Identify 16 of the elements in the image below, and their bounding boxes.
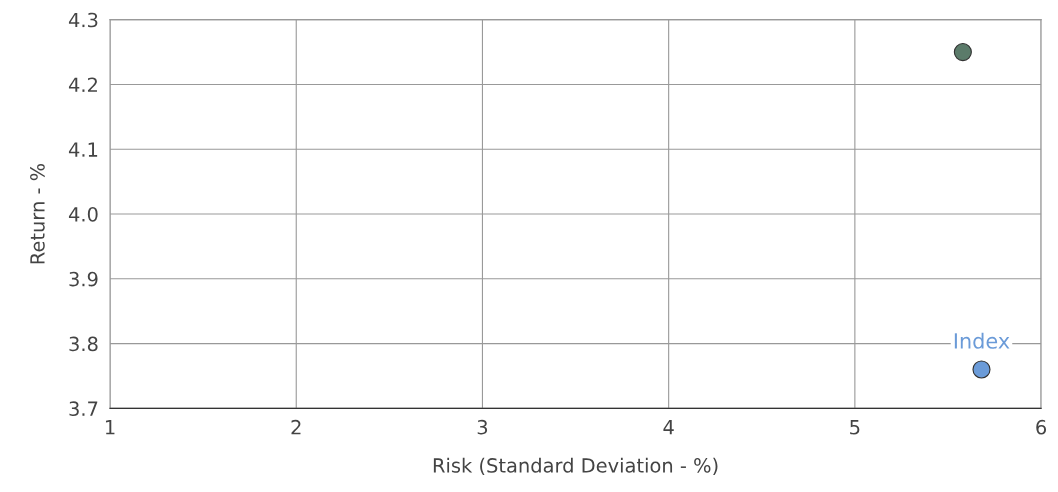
y-axis-title: Return - % — [30, 163, 45, 264]
y-tick-label: 4.3 — [68, 12, 98, 28]
y-tick-label: 4.0 — [68, 206, 98, 222]
x-tick-label: 1 — [105, 420, 115, 435]
y-tick-label: 4.1 — [68, 142, 98, 157]
x-tick-label: 5 — [850, 420, 860, 435]
y-tick-label: 3.9 — [69, 271, 98, 287]
series-label: Index — [954, 332, 1010, 349]
x-tick-label: 4 — [663, 420, 674, 435]
x-tick-label: 2 — [291, 419, 301, 435]
y-tick-label: 3.7 — [69, 401, 98, 417]
x-axis-title: Risk (Standard Deviation - %) — [433, 457, 718, 476]
y-tick-label: 4.2 — [68, 77, 97, 92]
x-tick-label: 6 — [1036, 419, 1047, 435]
y-tick-label: 3.8 — [69, 336, 98, 352]
x-tick-label: 3 — [477, 419, 488, 435]
